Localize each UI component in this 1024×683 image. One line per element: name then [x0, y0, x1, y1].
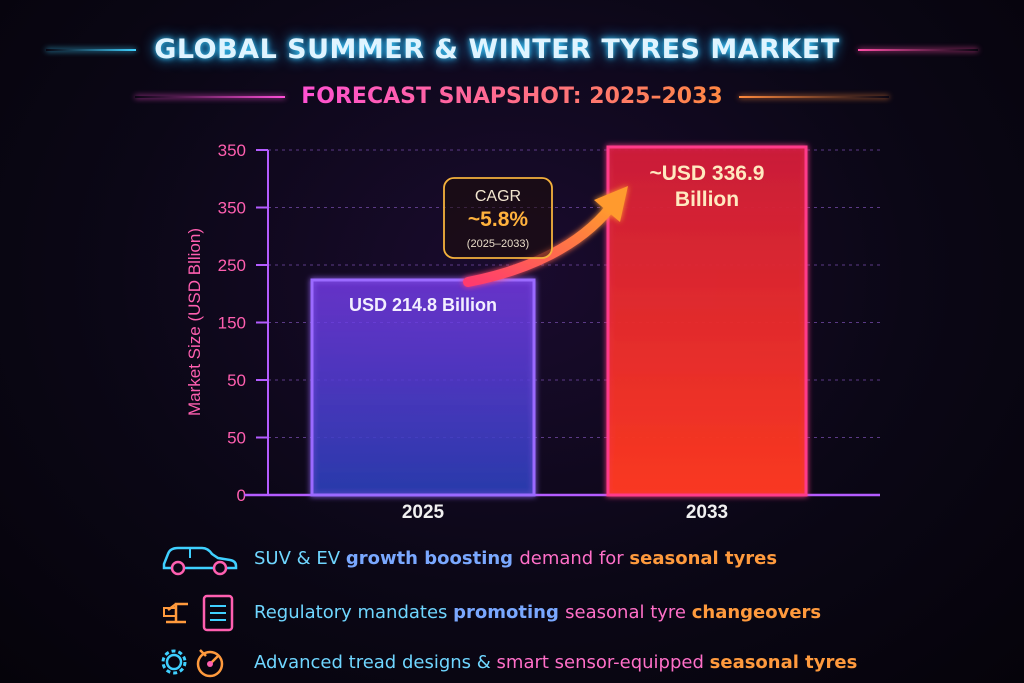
feature-text-part: seasonal tyre [565, 601, 692, 623]
feature-text-part: demand for [519, 547, 630, 569]
y-tick-label: 50 [227, 429, 246, 448]
title-row: GLOBAL SUMMER & WINTER TYRES MARKET [0, 34, 1024, 65]
feature-text-2: Regulatory mandates promoting seasonal t… [254, 602, 821, 623]
y-tick-label: 350 [218, 141, 246, 160]
growth-arrow [463, 203, 615, 287]
bar-2033 [606, 145, 808, 497]
growth-arrow-head [594, 186, 628, 222]
data-label: ~USD 336.9 [650, 162, 765, 185]
y-tick-label: 350 [218, 199, 246, 218]
gear-sensor-icon [161, 649, 224, 678]
feature-text-1: SUV & EV growth boosting demand for seas… [254, 548, 777, 569]
subtitle-right-line [738, 95, 889, 98]
y-tick-label: 50 [227, 371, 246, 390]
data-label: Billion [675, 188, 739, 211]
cagr-callout: CAGR ~5.8% (2025–2033) [443, 177, 553, 259]
regulation-document-icon [163, 594, 234, 632]
feature-text-part: Advanced tread designs & [254, 651, 497, 673]
cagr-period: (2025–2033) [467, 238, 529, 250]
feature-text-3: Advanced tread designs & smart sensor-eq… [254, 652, 857, 673]
feature-text-part: smart sensor-equipped [496, 651, 710, 673]
y-tick-label: 0 [237, 486, 246, 505]
feature-text-part: promoting [453, 601, 566, 623]
bars [310, 145, 808, 497]
y-axis-label: Market Size (USD Bllion) [185, 228, 204, 416]
x-tick-label: 2025 [402, 502, 445, 523]
cagr-value: ~5.8% [468, 208, 528, 231]
y-tick-labels: 0 50 50 150 250 350 350 [218, 141, 268, 505]
feature-row-3: Advanced tread designs & smart sensor-eq… [160, 644, 857, 680]
feature-text-part: seasonal tyres [629, 547, 778, 569]
cagr-box [443, 177, 553, 259]
subtitle-left-line [135, 95, 286, 98]
y-tick-label: 250 [218, 256, 246, 275]
feature-text-part: growth boosting [345, 547, 520, 569]
title-right-line [857, 48, 978, 51]
feature-row-1: SUV & EV growth boosting demand for seas… [160, 540, 777, 576]
cagr-label: CAGR [475, 188, 521, 205]
feature-text-part: changeovers [691, 601, 822, 623]
feature-text-part: seasonal tyres [709, 651, 858, 673]
y-tick-label: 150 [218, 314, 246, 333]
page-title: GLOBAL SUMMER & WINTER TYRES MARKET [154, 34, 840, 65]
suv-car-icon [162, 546, 238, 576]
x-tick-label: 2033 [686, 502, 728, 523]
feature-row-2: Regulatory mandates promoting seasonal t… [160, 592, 821, 632]
x-tick-labels: 2025 2033 [402, 502, 728, 523]
page-subtitle: FORECAST SNAPSHOT: 2025–2033 [285, 84, 738, 109]
title-left-line [46, 48, 137, 51]
bar-2025 [310, 278, 536, 497]
feature-text-part: Regulatory mandates [254, 601, 454, 623]
feature-text-part: SUV & EV [254, 547, 346, 569]
data-labels: USD 214.8 Billion ~USD 336.9 Billion [349, 162, 765, 315]
data-label: USD 214.8 Billion [349, 295, 497, 315]
subtitle-row: FORECAST SNAPSHOT: 2025–2033 [0, 84, 1024, 109]
